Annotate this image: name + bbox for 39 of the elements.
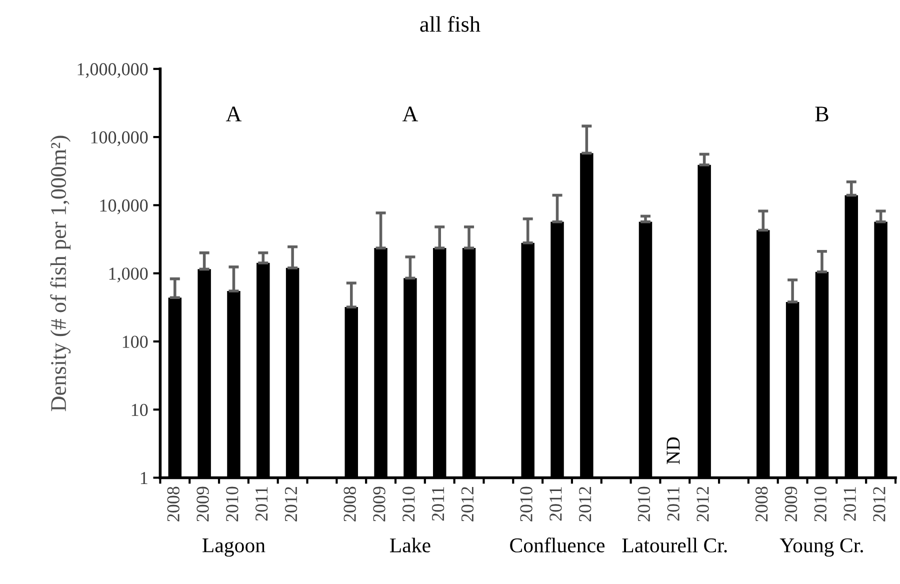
x-tick-label: 2011	[432, 487, 444, 521]
y-tick-label: 10	[132, 404, 148, 416]
y-tick-label: 100,000	[91, 131, 148, 146]
x-tick-label: 2010	[814, 486, 826, 522]
annotation: A	[226, 106, 242, 122]
x-tick-label: 2010	[402, 486, 415, 522]
annotation: ND	[666, 437, 680, 464]
x-tick-label: 2011	[550, 487, 562, 521]
y-tick-label: 10,000	[100, 199, 148, 214]
text: Lagoon	[202, 538, 266, 557]
x-tick-label: 2012	[461, 487, 474, 522]
y-tick-label: 1,000,000	[78, 63, 148, 78]
x-tick-label: 2008	[167, 486, 180, 522]
annotation: A	[402, 106, 418, 122]
annotation: B	[815, 106, 828, 122]
y-axis-title: Density (# of fish per 1,000m²)	[50, 136, 71, 412]
y-tick-label: 100	[122, 336, 148, 348]
y-tick-label: 1	[140, 472, 148, 484]
x-tick-label: 2010	[638, 486, 650, 522]
x-tick-label: 2011	[844, 487, 856, 521]
text: Lake	[390, 538, 430, 552]
x-tick-label: 2011	[255, 487, 268, 521]
text: Young Cr.	[780, 538, 863, 557]
x-tick-label: 2012	[284, 487, 298, 522]
x-tick-label: 2008	[755, 486, 768, 522]
text: Confluence	[510, 538, 605, 552]
x-tick-label: 2012	[696, 487, 709, 522]
y-tick-label: 1,000	[109, 268, 148, 282]
x-tick-label: 2009	[196, 486, 209, 522]
x-tick-label: 2011	[667, 487, 680, 521]
x-tick-label: 2012	[873, 487, 886, 522]
x-tick-label: 2010	[520, 486, 532, 522]
x-tick-label: 2012	[579, 487, 592, 522]
x-tick-label: 2010	[226, 486, 238, 522]
x-tick-label: 2009	[373, 486, 386, 522]
x-tick-label: 2008	[344, 486, 356, 522]
text: Latourell Cr.	[622, 538, 727, 553]
x-tick-label: 2009	[784, 486, 798, 522]
chart-title: all fish	[420, 16, 480, 32]
